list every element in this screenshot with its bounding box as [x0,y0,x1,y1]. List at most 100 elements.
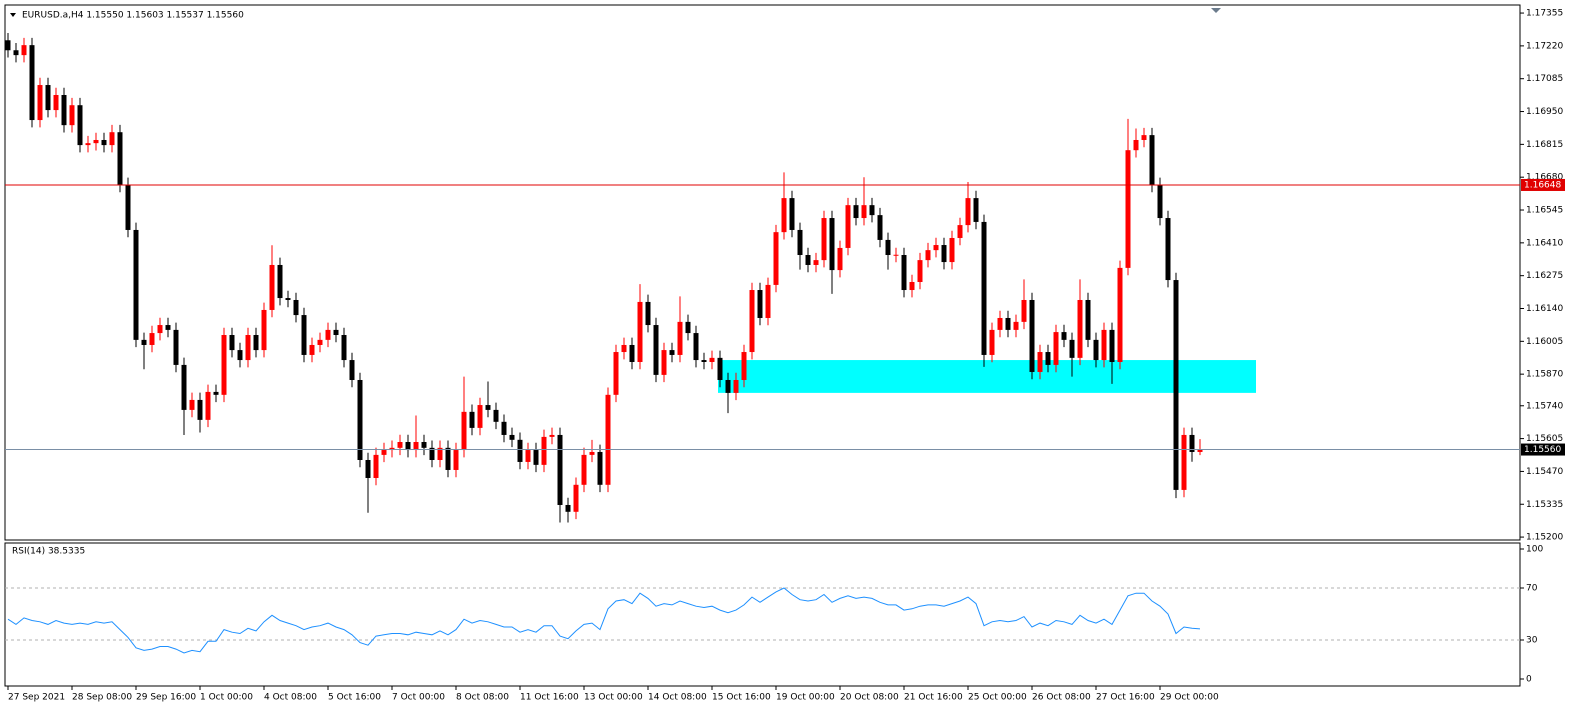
candle-body [997,317,1003,330]
candle-body [397,442,403,448]
candle-body [445,447,451,470]
candle-body [461,411,467,451]
candle-body [533,450,539,465]
y-tick-label: 1.16275 [1526,271,1563,281]
y-tick-label: 1.16815 [1526,140,1563,150]
candle-body [1061,332,1067,340]
candle-body [109,132,115,146]
candle-body [565,504,571,512]
candle-body [909,281,915,291]
candle-body [933,245,939,251]
candle-body [629,344,635,362]
candle-body [477,405,483,428]
candle-body [469,411,475,428]
candle-body [1197,449,1203,452]
x-tick-label: 29 Sep 16:00 [136,693,196,703]
candle-body [301,315,307,355]
candle-body [93,139,99,144]
candle-body [853,205,859,219]
candle-body [877,215,883,240]
candle-body [1005,317,1011,330]
candle-body [413,442,419,451]
candle-body [861,205,867,219]
candle-body [285,298,291,300]
rsi-header: RSI(14) 38.5335 [12,547,85,557]
y-tick-label: 1.16005 [1526,337,1563,347]
price-label-box [1521,443,1565,456]
candle-body [1045,352,1051,365]
candle-body [637,301,643,362]
candle-body [749,290,755,353]
candle-body [1029,299,1035,372]
candle-body [1149,135,1155,185]
candle-body [525,450,531,462]
plot-layer: 1.17355 1.17220 1.17085 1.16950 1.16815 1.166… [5,9,1565,703]
candle-body [597,451,603,485]
candle-body [317,339,323,345]
candle-body [357,379,363,460]
candle-body [677,321,683,355]
x-tick-label: 11 Oct 16:00 [520,693,579,703]
candle-body [429,447,435,460]
candle-body [365,459,371,478]
candle-body [805,255,811,265]
candle-body [1037,352,1043,372]
candle-body [293,299,299,316]
price-label-box [1521,178,1565,191]
x-tick-label: 20 Oct 08:00 [840,693,899,703]
candle-body [197,399,203,420]
candle-body [333,329,339,336]
candle-body [157,325,163,334]
zone [718,360,1256,393]
candle-body [125,184,131,230]
candle-body [181,364,187,410]
candle-body [437,447,443,460]
candle-body [1181,434,1187,490]
candle-body [981,221,987,355]
price-label: 1.16648 [1524,180,1561,190]
menu-arrow[interactable] [10,13,16,17]
x-tick-label: 26 Oct 08:00 [1032,693,1091,703]
candle-body [517,439,523,462]
candle-body [1077,299,1083,358]
candle-body [69,105,75,126]
candle-body [645,301,651,326]
candle-body [1173,280,1179,490]
candle-body [13,50,19,56]
candle-body [381,450,387,455]
candle-body [85,143,91,146]
candle-body [573,484,579,512]
candle-body [453,450,459,470]
candle-body [901,255,907,291]
candle-body [405,442,411,451]
candle-body [341,335,347,361]
candle-body [1093,339,1099,361]
x-tick-label: 13 Oct 00:00 [584,693,643,703]
candle-body [845,205,851,248]
candle-body [613,352,619,395]
candle-body [1069,339,1075,358]
candle-body [581,454,587,485]
candle-body [789,198,795,230]
candle-body [757,290,763,318]
candle-body [213,391,219,395]
y-tick-label: 1.15335 [1526,500,1563,510]
candle-body [693,333,699,361]
candle-body [205,391,211,420]
candle-body [269,264,275,310]
candle-body [349,360,355,380]
candle-body [949,237,955,263]
candle-body [29,45,35,121]
candle-body [837,247,843,271]
candle-body [485,405,491,410]
candle-body [1165,218,1171,281]
candle-body [589,451,595,455]
y-tick-label: 1.15200 [1526,533,1563,543]
candle-body [189,399,195,410]
candle-body [1157,184,1163,219]
candle-body [829,218,835,271]
y-tick-label: 1.17355 [1526,9,1563,19]
candle-body [989,329,995,355]
y-tick-label: 1.16140 [1526,304,1563,314]
